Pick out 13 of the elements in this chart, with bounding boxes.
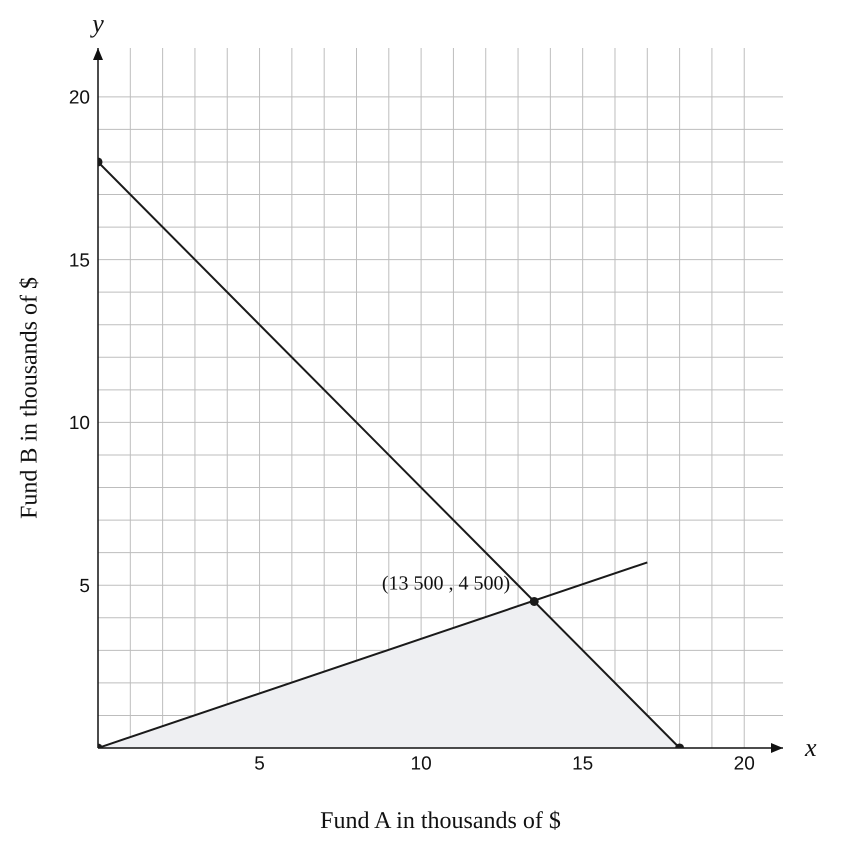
y-tick-label: 20 <box>68 88 90 109</box>
x-tick-label: 20 <box>734 753 755 774</box>
x-tick-label: 5 <box>254 753 265 774</box>
text: x <box>804 733 817 762</box>
x-tick-label: 10 <box>410 753 432 774</box>
annotation: (13 500 , 4 500) <box>382 572 510 594</box>
x-tick-label: 15 <box>572 753 594 774</box>
x-axis-title: Fund A in thousands of $ <box>320 808 561 834</box>
y-tick-label: 10 <box>68 413 90 434</box>
text: y <box>89 9 104 38</box>
y-tick-label: 5 <box>79 576 90 597</box>
y-axis-title: Fund B in thousands of $ <box>16 276 43 520</box>
y-tick-label: 15 <box>68 250 90 272</box>
